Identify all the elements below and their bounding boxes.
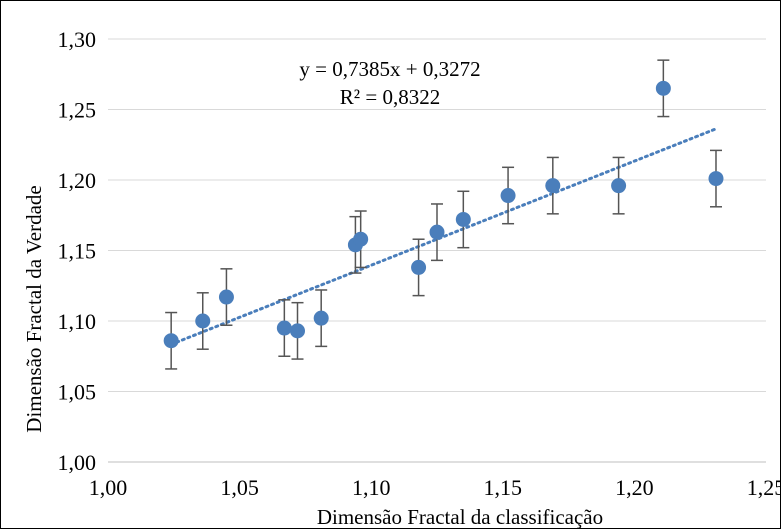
x-tick-labels: 1,00 1,05 1,10 1,15 1,20 1,25	[89, 475, 781, 500]
data-point	[163, 333, 179, 349]
x-tick-label: 1,25	[747, 475, 781, 500]
y-tick-label: 1,00	[58, 450, 97, 475]
data-point	[655, 80, 671, 96]
gridlines	[108, 38, 766, 463]
data-point	[218, 289, 234, 305]
data-point	[500, 188, 516, 204]
data-point	[276, 320, 292, 336]
data-point	[545, 178, 561, 194]
x-tick-label: 1,15	[484, 475, 523, 500]
data-point	[313, 310, 329, 326]
data-point	[455, 211, 471, 227]
data-point	[429, 224, 445, 240]
data-point	[611, 178, 627, 194]
trendline-r-squared: R² = 0,8322	[340, 85, 440, 109]
data-point	[290, 323, 306, 339]
data-points	[163, 80, 724, 349]
x-axis-title: Dimensão Fractal da classificação	[317, 505, 603, 529]
trendline-equation: y = 0,7385x + 0,3272	[299, 57, 480, 81]
data-point	[411, 259, 427, 275]
y-tick-label: 1,25	[58, 98, 97, 123]
x-tick-label: 1,00	[89, 475, 128, 500]
y-tick-label: 1,15	[58, 239, 97, 264]
y-tick-label: 1,10	[58, 309, 97, 334]
trendline	[169, 127, 718, 346]
x-tick-label: 1,05	[220, 475, 259, 500]
y-tick-labels: 1,00 1,05 1,10 1,15 1,20 1,25 1,30	[58, 27, 97, 475]
x-tick-label: 1,20	[615, 475, 654, 500]
x-tick-label: 1,10	[352, 475, 391, 500]
data-point	[353, 231, 369, 247]
trendline-layer	[169, 127, 718, 346]
data-point	[708, 171, 724, 187]
error-bars	[165, 59, 722, 370]
data-point	[195, 313, 211, 329]
y-tick-label: 1,30	[58, 27, 97, 52]
y-tick-label: 1,05	[58, 380, 97, 405]
y-tick-label: 1,20	[58, 168, 97, 193]
y-axis-title: Dimensão Fractal da Verdade	[22, 185, 46, 432]
